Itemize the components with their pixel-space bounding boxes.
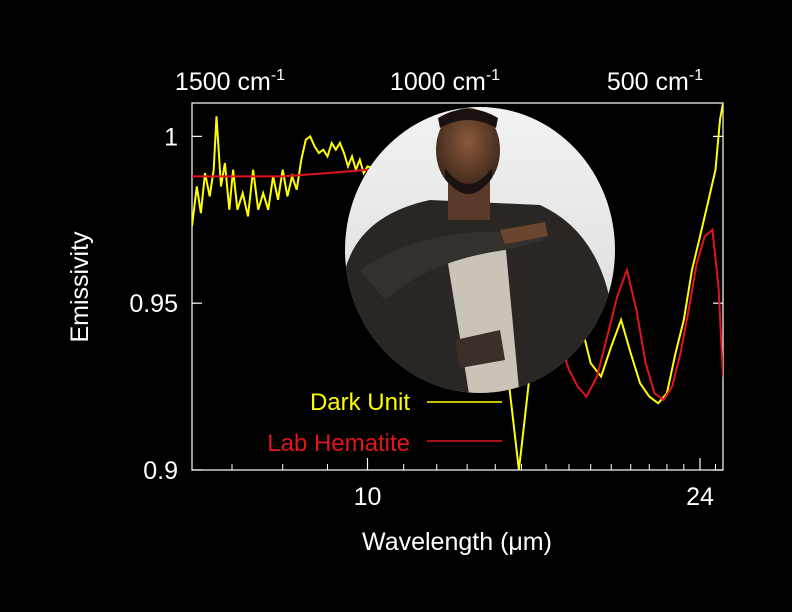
plot-frame <box>191 102 724 471</box>
legend: Dark Unit Lab Hematite <box>267 389 502 457</box>
x-tick-label-1: 24 <box>686 483 714 511</box>
y-tick-label-1: 0.95 <box>129 290 178 318</box>
y-axis-title: Emissivity <box>66 231 94 343</box>
y-tick-label-0: 0.9 <box>143 457 178 485</box>
person-photo-overlay <box>345 107 615 393</box>
series-line-dark-unit <box>192 103 723 470</box>
x-axis-title: Wavelength (μm) <box>362 528 552 556</box>
top-label-1500: 1500 cm-1 <box>175 67 285 96</box>
y-tick-label-2: 1 <box>164 123 178 151</box>
x-tick-label-0: 10 <box>354 483 382 511</box>
top-label-500: 500 cm-1 <box>607 67 703 96</box>
legend-label-lab-hematite: Lab Hematite <box>267 430 410 457</box>
legend-label-dark-unit: Dark Unit <box>310 389 410 416</box>
top-label-1000: 1000 cm-1 <box>390 67 500 96</box>
axis-ticks: 0.9 0.95 1 10 24 <box>129 123 723 511</box>
